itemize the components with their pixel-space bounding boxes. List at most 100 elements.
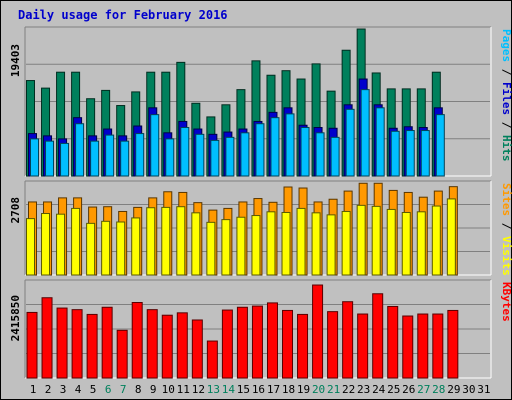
bar-kbytes-day-5 <box>86 313 98 379</box>
bar-sites-day-21 <box>326 214 336 276</box>
bar-sites-day-11 <box>176 206 186 276</box>
bar-sites-day-12 <box>191 212 201 276</box>
bar-kbytes-day-16 <box>251 305 263 379</box>
bar-pages-day-10 <box>165 138 175 177</box>
x-tick-day-28: 28 <box>432 383 445 396</box>
bar-pages-day-28 <box>435 114 445 177</box>
chart-title: Daily usage for February 2016 <box>18 8 228 22</box>
bar-kbytes-day-27 <box>417 313 429 379</box>
bar-sites-day-28 <box>431 205 441 276</box>
x-tick-day-20: 20 <box>312 383 325 396</box>
bar-pages-day-15 <box>240 132 250 177</box>
bar-sites-day-16 <box>251 215 261 276</box>
bar-sites-day-6 <box>101 220 111 276</box>
x-tick-day-13: 13 <box>207 383 220 396</box>
bar-pages-day-12 <box>195 133 205 177</box>
bar-sites-day-4 <box>71 207 81 276</box>
bar-kbytes-day-7 <box>116 329 128 379</box>
legend-sites: Sites <box>500 183 512 216</box>
bar-sites-day-8 <box>131 217 141 276</box>
bar-sites-day-20 <box>311 212 321 276</box>
bar-sites-day-14 <box>221 219 231 276</box>
x-tick-day-21: 21 <box>327 383 340 396</box>
bar-kbytes-day-20 <box>312 284 324 379</box>
bar-pages-day-5 <box>90 140 100 177</box>
x-tick-day-11: 11 <box>177 383 190 396</box>
bar-sites-day-17 <box>266 211 276 276</box>
x-tick-day-6: 6 <box>105 383 112 396</box>
x-tick-day-31: 31 <box>477 383 490 396</box>
x-tick-day-2: 2 <box>45 383 52 396</box>
x-tick-day-4: 4 <box>75 383 82 396</box>
bar-kbytes-day-28 <box>432 313 444 379</box>
x-tick-day-26: 26 <box>402 383 415 396</box>
x-tick-day-5: 5 <box>90 383 97 396</box>
legend-separator: / <box>500 62 512 82</box>
legend-kbytes: KBytes <box>500 282 512 322</box>
bar-pages-day-27 <box>420 130 430 177</box>
legend-visits: Visits <box>500 236 512 276</box>
bar-kbytes-day-9 <box>146 309 158 379</box>
bar-kbytes-day-10 <box>161 314 173 379</box>
bar-pages-day-9 <box>150 114 160 177</box>
bar-sites-day-3 <box>56 213 66 276</box>
x-tick-day-7: 7 <box>120 383 127 396</box>
bar-pages-day-4 <box>75 123 85 177</box>
x-tick-day-17: 17 <box>267 383 280 396</box>
bar-kbytes-day-11 <box>176 312 188 379</box>
x-tick-day-23: 23 <box>357 383 370 396</box>
bar-sites-day-22 <box>341 210 351 276</box>
bar-pages-day-2 <box>45 140 55 177</box>
bar-pages-day-18 <box>285 113 295 177</box>
bar-kbytes-day-29 <box>447 309 459 379</box>
bar-sites-day-27 <box>416 211 426 276</box>
x-tick-day-25: 25 <box>387 383 400 396</box>
bar-kbytes-day-24 <box>372 293 384 379</box>
bar-kbytes-day-4 <box>71 309 83 379</box>
legend-kbytes: KBytes <box>500 282 512 322</box>
bar-sites-day-7 <box>116 221 126 276</box>
x-tick-day-12: 12 <box>192 383 205 396</box>
bar-pages-day-26 <box>405 130 415 177</box>
bar-kbytes-day-14 <box>221 309 233 379</box>
x-tick-day-1: 1 <box>30 383 37 396</box>
bar-kbytes-day-6 <box>101 306 113 379</box>
y-max-label-kbytes: 2415850 <box>9 295 22 341</box>
legend-sites: Sites / Visits <box>500 183 512 276</box>
bar-pages-day-20 <box>315 132 325 177</box>
x-tick-day-15: 15 <box>237 383 250 396</box>
bar-sites-day-9 <box>146 207 156 276</box>
x-tick-day-9: 9 <box>150 383 157 396</box>
bar-sites-day-10 <box>161 206 171 276</box>
bar-pages-day-23 <box>360 89 370 177</box>
bar-kbytes-day-18 <box>282 309 294 379</box>
bar-sites-day-1 <box>26 218 35 276</box>
legend-separator: / <box>500 216 512 236</box>
bar-kbytes-day-1 <box>26 311 38 379</box>
bar-sites-day-19 <box>296 207 306 276</box>
bar-pages-day-3 <box>60 142 70 177</box>
bar-pages-day-8 <box>135 133 145 177</box>
bar-kbytes-day-21 <box>327 311 339 379</box>
x-tick-day-19: 19 <box>297 383 310 396</box>
bar-kbytes-day-12 <box>191 319 203 379</box>
legend-pages: Pages <box>500 29 512 62</box>
x-tick-day-14: 14 <box>222 383 236 396</box>
legend-hits: Hits <box>500 135 512 162</box>
bar-pages-day-13 <box>210 139 220 177</box>
bar-kbytes-day-3 <box>56 307 68 379</box>
bar-kbytes-day-22 <box>342 301 354 379</box>
bar-sites-day-23 <box>356 204 366 276</box>
bar-pages-day-17 <box>270 117 280 177</box>
bar-sites-day-5 <box>86 222 96 276</box>
bar-pages-day-22 <box>345 108 355 177</box>
bar-kbytes-day-19 <box>297 313 309 379</box>
bar-kbytes-day-25 <box>387 305 399 379</box>
bar-pages-day-1 <box>30 138 39 177</box>
x-tick-day-30: 30 <box>462 383 475 396</box>
legend-files: Files <box>500 82 512 115</box>
bar-sites-day-25 <box>386 208 396 276</box>
bar-sites-day-15 <box>236 216 246 276</box>
bar-sites-day-2 <box>41 213 51 276</box>
bar-pages-day-16 <box>255 123 265 177</box>
